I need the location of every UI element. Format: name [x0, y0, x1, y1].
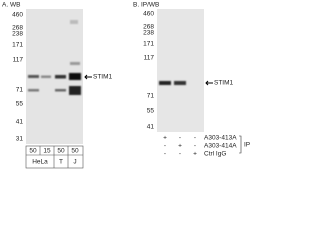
target-label: STIM1: [93, 74, 113, 81]
mw-marker: 171: [12, 42, 23, 49]
row-label: Ctrl IgG: [204, 151, 226, 158]
mw-marker: 71: [147, 93, 155, 100]
mw-marker: 460: [143, 11, 154, 18]
blot-b: [157, 9, 204, 132]
row-label: A303-414A: [204, 143, 237, 150]
mw-marker: 71: [16, 87, 24, 94]
lane-load: 50: [29, 148, 37, 155]
group-label: IP: [244, 142, 250, 149]
lane-load: 50: [71, 148, 79, 155]
lane-load: 50: [57, 148, 65, 155]
mw-marker: 268: [143, 24, 154, 31]
row-label: A303-413A: [204, 135, 237, 142]
sign: +: [163, 135, 167, 142]
sign: +: [178, 143, 182, 150]
sign: +: [193, 151, 197, 158]
mw-marker: 41: [16, 119, 24, 126]
panel-label: B. IP/WB: [133, 2, 159, 9]
mw-marker: 238: [12, 31, 23, 38]
mw-marker: 117: [144, 55, 155, 62]
sign: -: [194, 135, 196, 142]
sign: -: [179, 135, 181, 142]
mw-marker: 31: [16, 136, 24, 143]
mw-marker: 238: [143, 30, 154, 37]
mw-marker: 41: [147, 124, 155, 131]
sign: -: [164, 143, 166, 150]
mw-marker: 171: [143, 41, 154, 48]
mw-marker: 55: [16, 101, 24, 108]
sign: -: [179, 151, 181, 158]
mw-marker: 460: [12, 12, 23, 19]
bands-b: [159, 81, 186, 85]
mw-marker: 55: [147, 108, 155, 115]
mw-marker: 268: [12, 25, 23, 32]
lane-load: 15: [43, 148, 51, 155]
cell-line: T: [59, 159, 63, 166]
mw-marker: 117: [13, 57, 24, 64]
cell-line: J: [73, 159, 76, 166]
cell-line: HeLa: [32, 159, 48, 166]
bands-a: [28, 20, 81, 95]
panel-label: A. WB: [2, 2, 20, 9]
sign: -: [164, 151, 166, 158]
target-label: STIM1: [214, 80, 234, 87]
sign: -: [194, 143, 196, 150]
